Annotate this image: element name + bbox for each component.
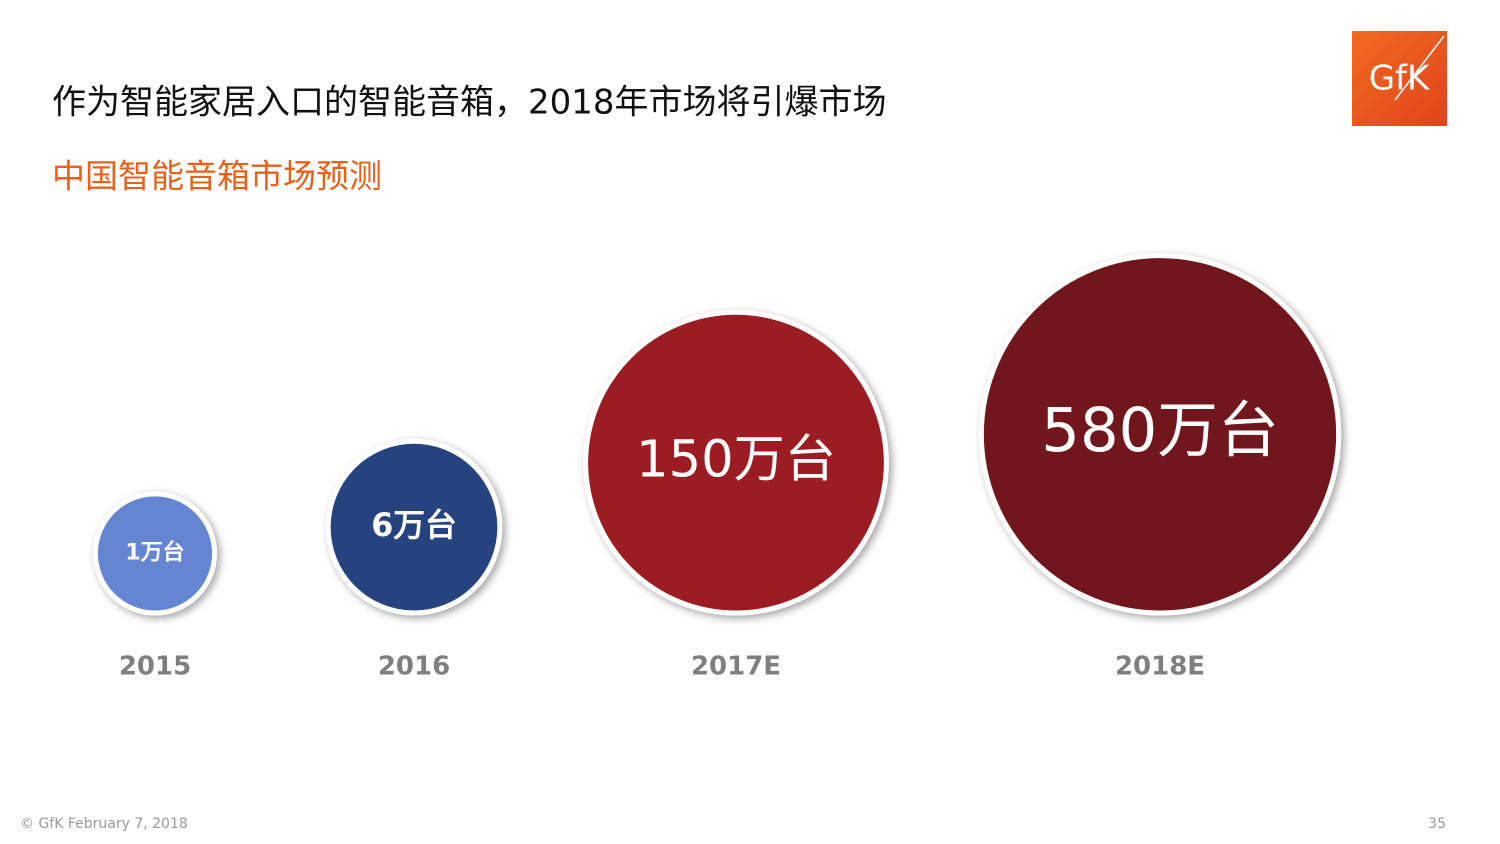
- logo: GfK: [1369, 59, 1431, 99]
- chart-title: 中国智能音箱市场预测: [52, 157, 382, 196]
- logo-stroke: [1394, 35, 1445, 101]
- heading: 作为智能家居入口的智能音箱，2018年市场将引爆市场: [52, 83, 887, 123]
- bubble: [92, 491, 218, 616]
- x-tick-label: 2015: [119, 652, 191, 682]
- x-tick-label: 2017E: [691, 652, 781, 682]
- x-tick-label: 2018E: [1115, 652, 1205, 682]
- page-number: 35: [1428, 816, 1446, 832]
- bubble: [583, 309, 889, 616]
- value-label: 1万台: [125, 539, 184, 565]
- bubble: [978, 253, 1342, 616]
- value-label: 6万台: [371, 508, 457, 544]
- logo-box: [1352, 31, 1447, 126]
- footer-copyright: © GfK February 7, 2018: [20, 816, 188, 832]
- value-label: 580万台: [1041, 396, 1278, 466]
- value-label: 150万台: [636, 431, 836, 490]
- x-tick-label: 2016: [378, 652, 450, 682]
- bubble: [325, 438, 503, 616]
